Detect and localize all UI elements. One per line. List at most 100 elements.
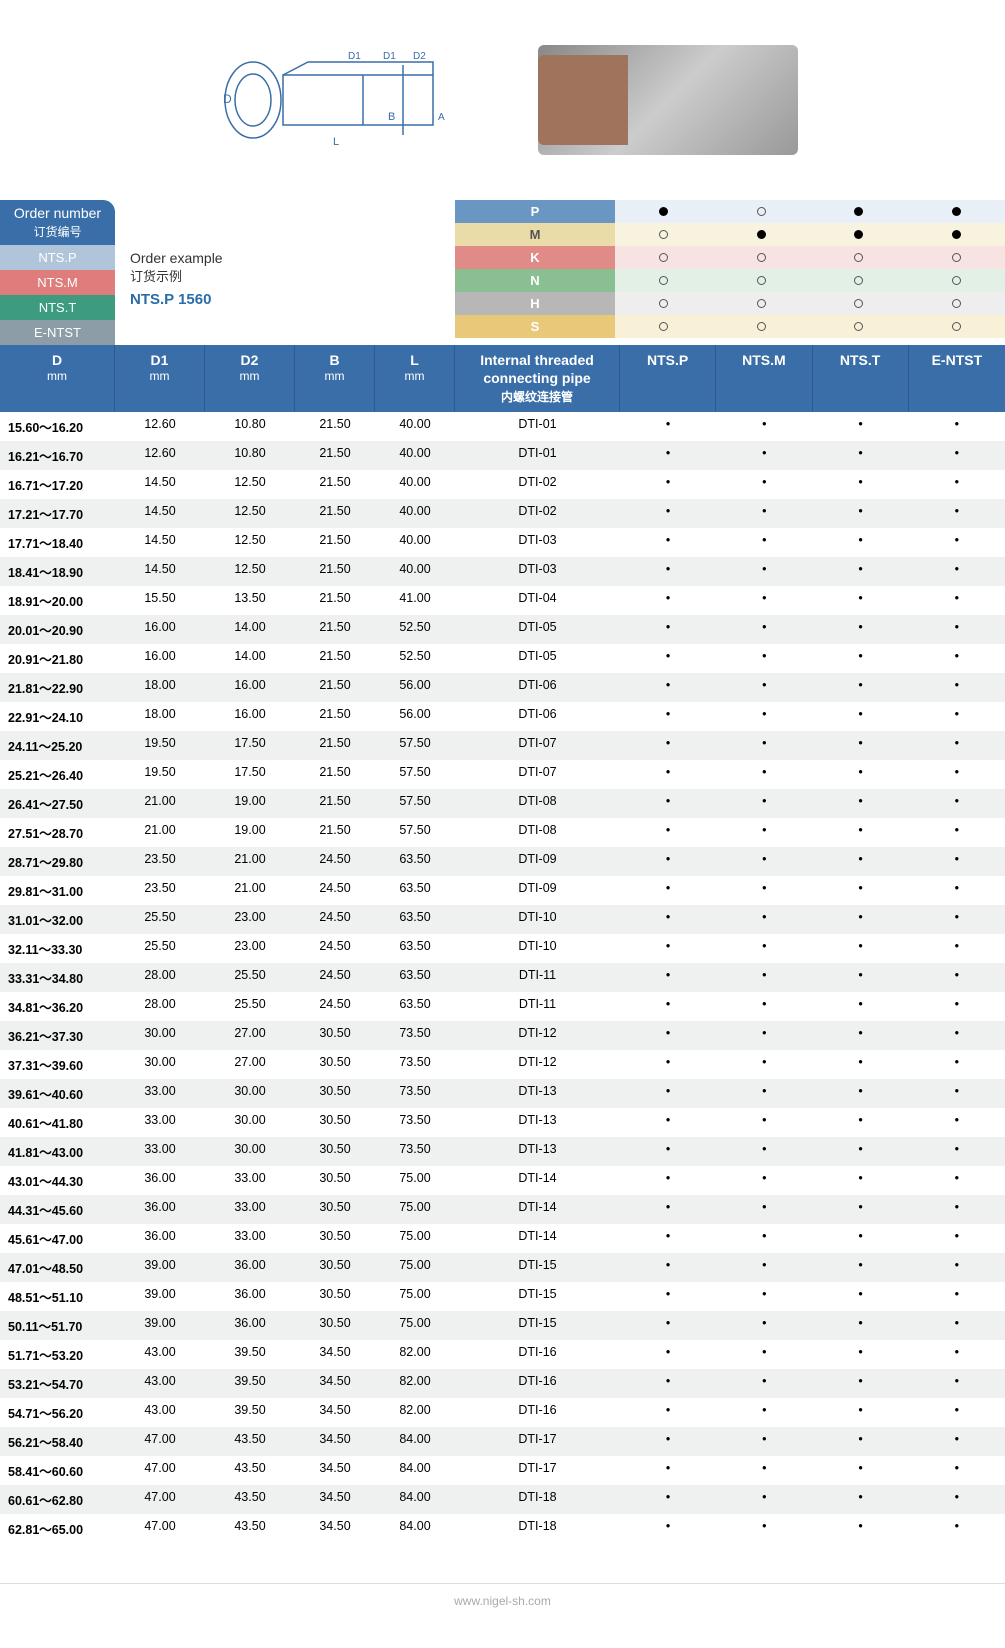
availability-dot (909, 876, 1005, 905)
table-row: 53.21～54.7043.0039.5034.5082.00DTI-16 (0, 1369, 1005, 1398)
availability-dot (813, 528, 909, 557)
cell-pipe: DTI-01 (455, 412, 620, 441)
availability-dot (716, 615, 812, 644)
material-cell (908, 292, 1005, 315)
cell-b: 34.50 (295, 1485, 375, 1514)
material-row-S: S (455, 315, 1005, 338)
table-row: 16.71～17.2014.5012.5021.5040.00DTI-02 (0, 470, 1005, 499)
cell-d2: 14.00 (205, 644, 295, 673)
availability-dot (813, 1282, 909, 1311)
cell-l: 57.50 (375, 731, 455, 760)
material-row-P: P (455, 200, 1005, 223)
availability-dot (909, 1137, 1005, 1166)
availability-dot (909, 760, 1005, 789)
cell-d: 16.21～16.70 (0, 441, 115, 470)
cell-pipe: DTI-15 (455, 1282, 620, 1311)
table-row: 47.01～48.5039.0036.0030.5075.00DTI-15 (0, 1253, 1005, 1282)
table-row: 36.21～37.3030.0027.0030.5073.50DTI-12 (0, 1021, 1005, 1050)
cell-l: 73.50 (375, 1079, 455, 1108)
cell-l: 57.50 (375, 789, 455, 818)
cell-d2: 33.00 (205, 1224, 295, 1253)
order-number-header: Order number 订货编号 (0, 200, 115, 245)
availability-dot (813, 557, 909, 586)
col-d1: D1mm (115, 345, 205, 412)
cell-d1: 30.00 (115, 1050, 205, 1079)
cell-l: 40.00 (375, 470, 455, 499)
cell-pipe: DTI-07 (455, 760, 620, 789)
availability-dot (620, 528, 716, 557)
cell-b: 34.50 (295, 1427, 375, 1456)
availability-dot (620, 1195, 716, 1224)
cell-l: 63.50 (375, 963, 455, 992)
table-row: 39.61～40.6033.0030.0030.5073.50DTI-13 (0, 1079, 1005, 1108)
cell-b: 21.50 (295, 789, 375, 818)
availability-dot (716, 760, 812, 789)
material-cell (908, 315, 1005, 338)
table-row: 34.81～36.2028.0025.5024.5063.50DTI-11 (0, 992, 1005, 1021)
cell-d1: 36.00 (115, 1166, 205, 1195)
availability-dot (716, 1282, 812, 1311)
drawing-svg: D D1 D1 D2 L B A (213, 45, 473, 155)
material-cell (810, 269, 908, 292)
cell-pipe: DTI-14 (455, 1224, 620, 1253)
cell-l: 57.50 (375, 818, 455, 847)
cell-d: 21.81～22.90 (0, 673, 115, 702)
cell-d2: 25.50 (205, 963, 295, 992)
cell-b: 30.50 (295, 1311, 375, 1340)
cell-b: 30.50 (295, 1166, 375, 1195)
availability-dot (813, 499, 909, 528)
cell-d1: 39.00 (115, 1311, 205, 1340)
availability-dot (813, 847, 909, 876)
material-row-M: M (455, 223, 1005, 246)
material-label-N: N (455, 269, 615, 292)
material-cell (908, 246, 1005, 269)
dot-open-icon (952, 253, 961, 262)
availability-dot (716, 1253, 812, 1282)
availability-dot (909, 1195, 1005, 1224)
cell-l: 73.50 (375, 1050, 455, 1079)
cell-d1: 36.00 (115, 1224, 205, 1253)
availability-dot (909, 963, 1005, 992)
cell-d1: 18.00 (115, 702, 205, 731)
cell-pipe: DTI-11 (455, 992, 620, 1021)
material-cell (908, 269, 1005, 292)
availability-dot (716, 586, 812, 615)
availability-dot (909, 441, 1005, 470)
material-label-K: K (455, 246, 615, 269)
availability-dot (716, 905, 812, 934)
availability-dot (813, 818, 909, 847)
cell-l: 40.00 (375, 557, 455, 586)
availability-dot (620, 1166, 716, 1195)
availability-dot (620, 702, 716, 731)
availability-dot (620, 499, 716, 528)
cell-d: 29.81～31.00 (0, 876, 115, 905)
availability-dot (909, 1340, 1005, 1369)
cell-pipe: DTI-08 (455, 818, 620, 847)
cell-l: 73.50 (375, 1108, 455, 1137)
cell-d: 28.71～29.80 (0, 847, 115, 876)
cell-pipe: DTI-10 (455, 905, 620, 934)
cell-pipe: DTI-13 (455, 1079, 620, 1108)
col-d: Dmm (0, 345, 115, 412)
availability-dot (620, 963, 716, 992)
cell-pipe: DTI-10 (455, 934, 620, 963)
availability-dot (716, 1224, 812, 1253)
dot-open-icon (952, 322, 961, 331)
cell-d2: 12.50 (205, 470, 295, 499)
availability-dot (716, 441, 812, 470)
dot-open-icon (854, 253, 863, 262)
cell-b: 30.50 (295, 1195, 375, 1224)
dot-filled-icon (854, 230, 863, 239)
cell-pipe: DTI-13 (455, 1137, 620, 1166)
cell-b: 30.50 (295, 1224, 375, 1253)
availability-dot (620, 1137, 716, 1166)
cell-d2: 13.50 (205, 586, 295, 615)
cell-d2: 43.50 (205, 1514, 295, 1543)
cell-d2: 33.00 (205, 1166, 295, 1195)
col-ntst: NTS.T (813, 345, 909, 412)
availability-dot (909, 789, 1005, 818)
material-row-H: H (455, 292, 1005, 315)
cell-d1: 43.00 (115, 1340, 205, 1369)
dot-filled-icon (854, 207, 863, 216)
cell-d1: 47.00 (115, 1456, 205, 1485)
